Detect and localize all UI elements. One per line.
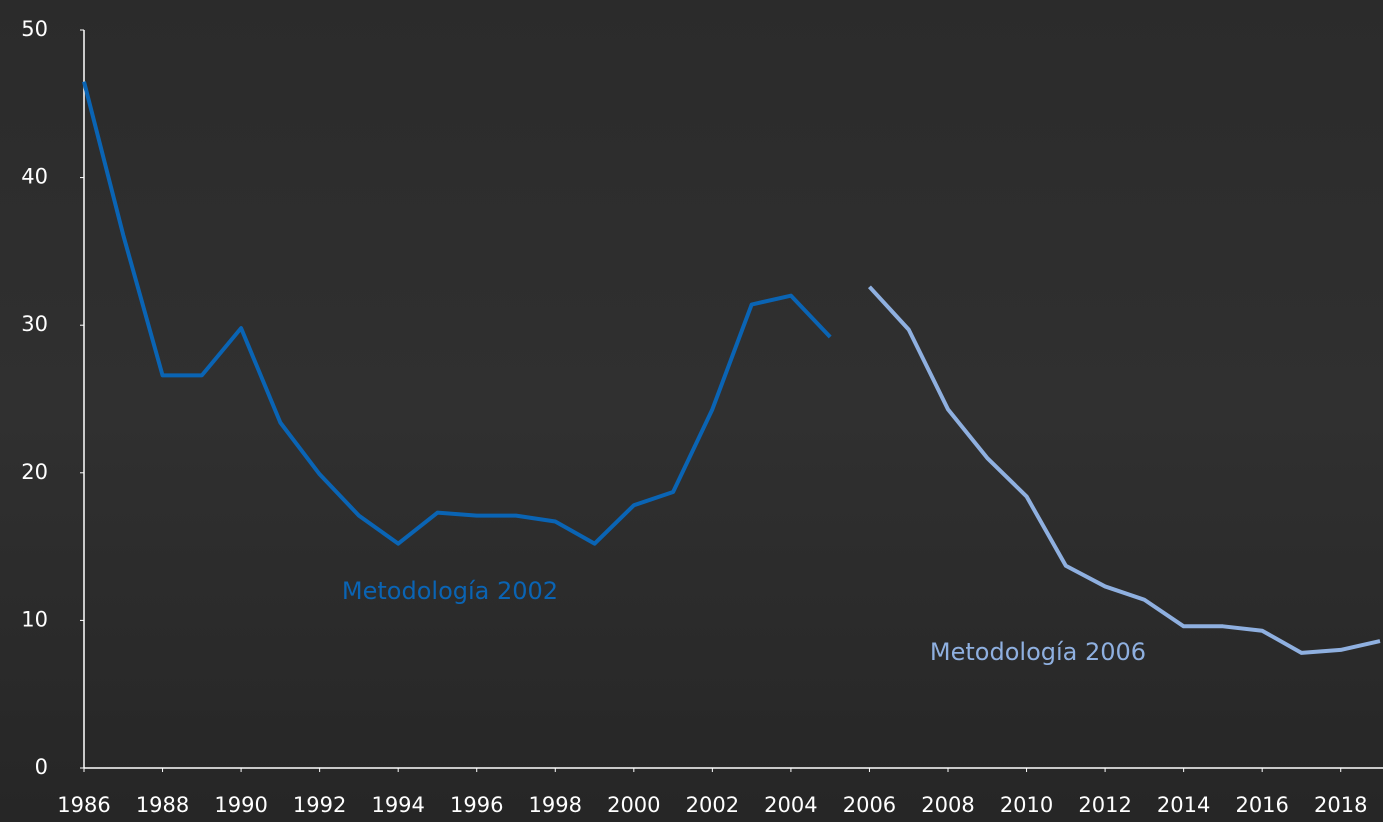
x-tick-label: 2012 xyxy=(1078,793,1131,817)
x-tick-label: 2002 xyxy=(686,793,739,817)
x-tick-label: 2006 xyxy=(843,793,896,817)
x-tick-label: 1992 xyxy=(293,793,346,817)
x-tick-label: 1990 xyxy=(214,793,267,817)
x-tick-label: 2018 xyxy=(1314,793,1367,817)
x-tick-label: 1988 xyxy=(136,793,189,817)
x-tick-label: 1996 xyxy=(450,793,503,817)
x-tick-label: 1994 xyxy=(371,793,424,817)
y-tick-label: 30 xyxy=(21,312,48,336)
y-tick-label: 20 xyxy=(21,460,48,484)
chart: 0 10 20 30 40 50 1986 1988 1990 1992 1994 1996 1998 2… xyxy=(0,0,1383,822)
y-tick-label: 40 xyxy=(21,165,48,189)
x-tick-label: 2000 xyxy=(607,793,660,817)
y-tick-label: 0 xyxy=(35,755,48,779)
x-tick-label: 2010 xyxy=(1000,793,1053,817)
x-tick-label: 2008 xyxy=(921,793,974,817)
x-tick-label: 2014 xyxy=(1157,793,1210,817)
background xyxy=(0,0,1383,822)
series-label: Metodología 2002 xyxy=(342,577,558,605)
y-tick-label: 10 xyxy=(21,607,48,631)
series-label: Metodología 2006 xyxy=(930,638,1146,666)
x-tick-label: 2004 xyxy=(764,793,817,817)
x-tick-label: 1998 xyxy=(529,793,582,817)
x-tick-label: 2016 xyxy=(1235,793,1288,817)
x-tick-label: 1986 xyxy=(57,793,110,817)
y-tick-label: 50 xyxy=(21,17,48,41)
